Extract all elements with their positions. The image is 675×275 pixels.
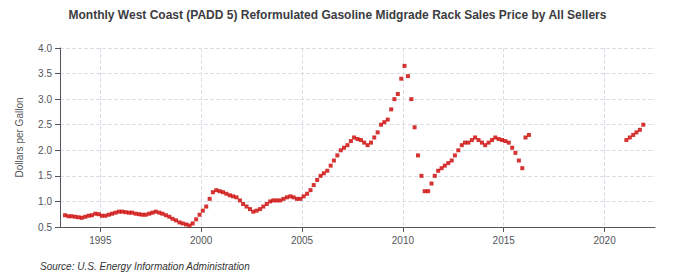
svg-text:Dollars per Gallon: Dollars per Gallon	[14, 97, 25, 177]
svg-text:Monthly West Coast (PADD 5) Re: Monthly West Coast (PADD 5) Reformulated…	[69, 8, 607, 22]
svg-text:0.5: 0.5	[38, 222, 52, 233]
svg-text:2015: 2015	[493, 235, 516, 246]
svg-text:3.5: 3.5	[38, 68, 52, 79]
svg-text:1995: 1995	[89, 235, 112, 246]
svg-text:2.0: 2.0	[38, 145, 52, 156]
svg-text:2005: 2005	[291, 235, 314, 246]
svg-text:2010: 2010	[392, 235, 415, 246]
svg-text:4.0: 4.0	[38, 43, 52, 54]
svg-text:1.0: 1.0	[38, 196, 52, 207]
svg-text:1.5: 1.5	[38, 170, 52, 181]
svg-text:2000: 2000	[190, 235, 213, 246]
svg-text:2.5: 2.5	[38, 119, 52, 130]
svg-text:2020: 2020	[593, 235, 616, 246]
svg-text:Source: U.S. Energy Informatio: Source: U.S. Energy Information Administ…	[40, 261, 250, 272]
svg-text:3.0: 3.0	[38, 94, 52, 105]
